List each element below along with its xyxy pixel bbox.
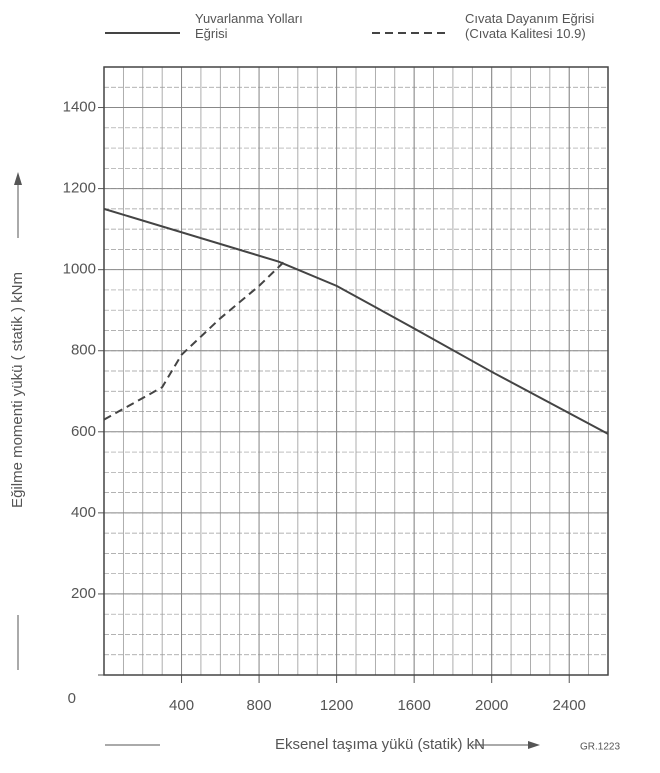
x-tick-label: 1200 <box>320 697 353 714</box>
x-tick-label: 2400 <box>553 697 586 714</box>
y-tick-label: 0 <box>68 690 76 707</box>
y-tick-label: 200 <box>71 585 96 602</box>
y-tick-label: 400 <box>71 504 96 521</box>
axis-arrow-head <box>528 741 540 749</box>
annotation: GR.1223 <box>580 742 620 753</box>
legend-label: Yuvarlanma Yolları Eğrisi <box>195 11 303 41</box>
series-line <box>103 207 609 435</box>
y-tick-label: 600 <box>71 423 96 440</box>
y-axis-label: Eğilme momenti yükü ( statik ) kNm <box>9 272 26 508</box>
x-axis-label: Eksenel taşıma yükü (statik) kN <box>275 736 485 753</box>
x-tick-label: 2000 <box>475 697 508 714</box>
x-tick-label: 400 <box>169 697 194 714</box>
axis-arrow-head <box>14 172 22 185</box>
legend-label: Cıvata Dayanım Eğrisi (Cıvata Kalitesi 1… <box>465 11 595 41</box>
y-tick-label: 1000 <box>63 261 96 278</box>
x-tick-label: 800 <box>247 697 272 714</box>
plot-frame <box>103 66 609 676</box>
x-tick-label: 1600 <box>397 697 430 714</box>
y-tick-label: 1200 <box>63 180 96 197</box>
y-tick-label: 1400 <box>63 99 96 116</box>
series-line <box>103 260 285 421</box>
y-tick-label: 800 <box>71 342 96 359</box>
